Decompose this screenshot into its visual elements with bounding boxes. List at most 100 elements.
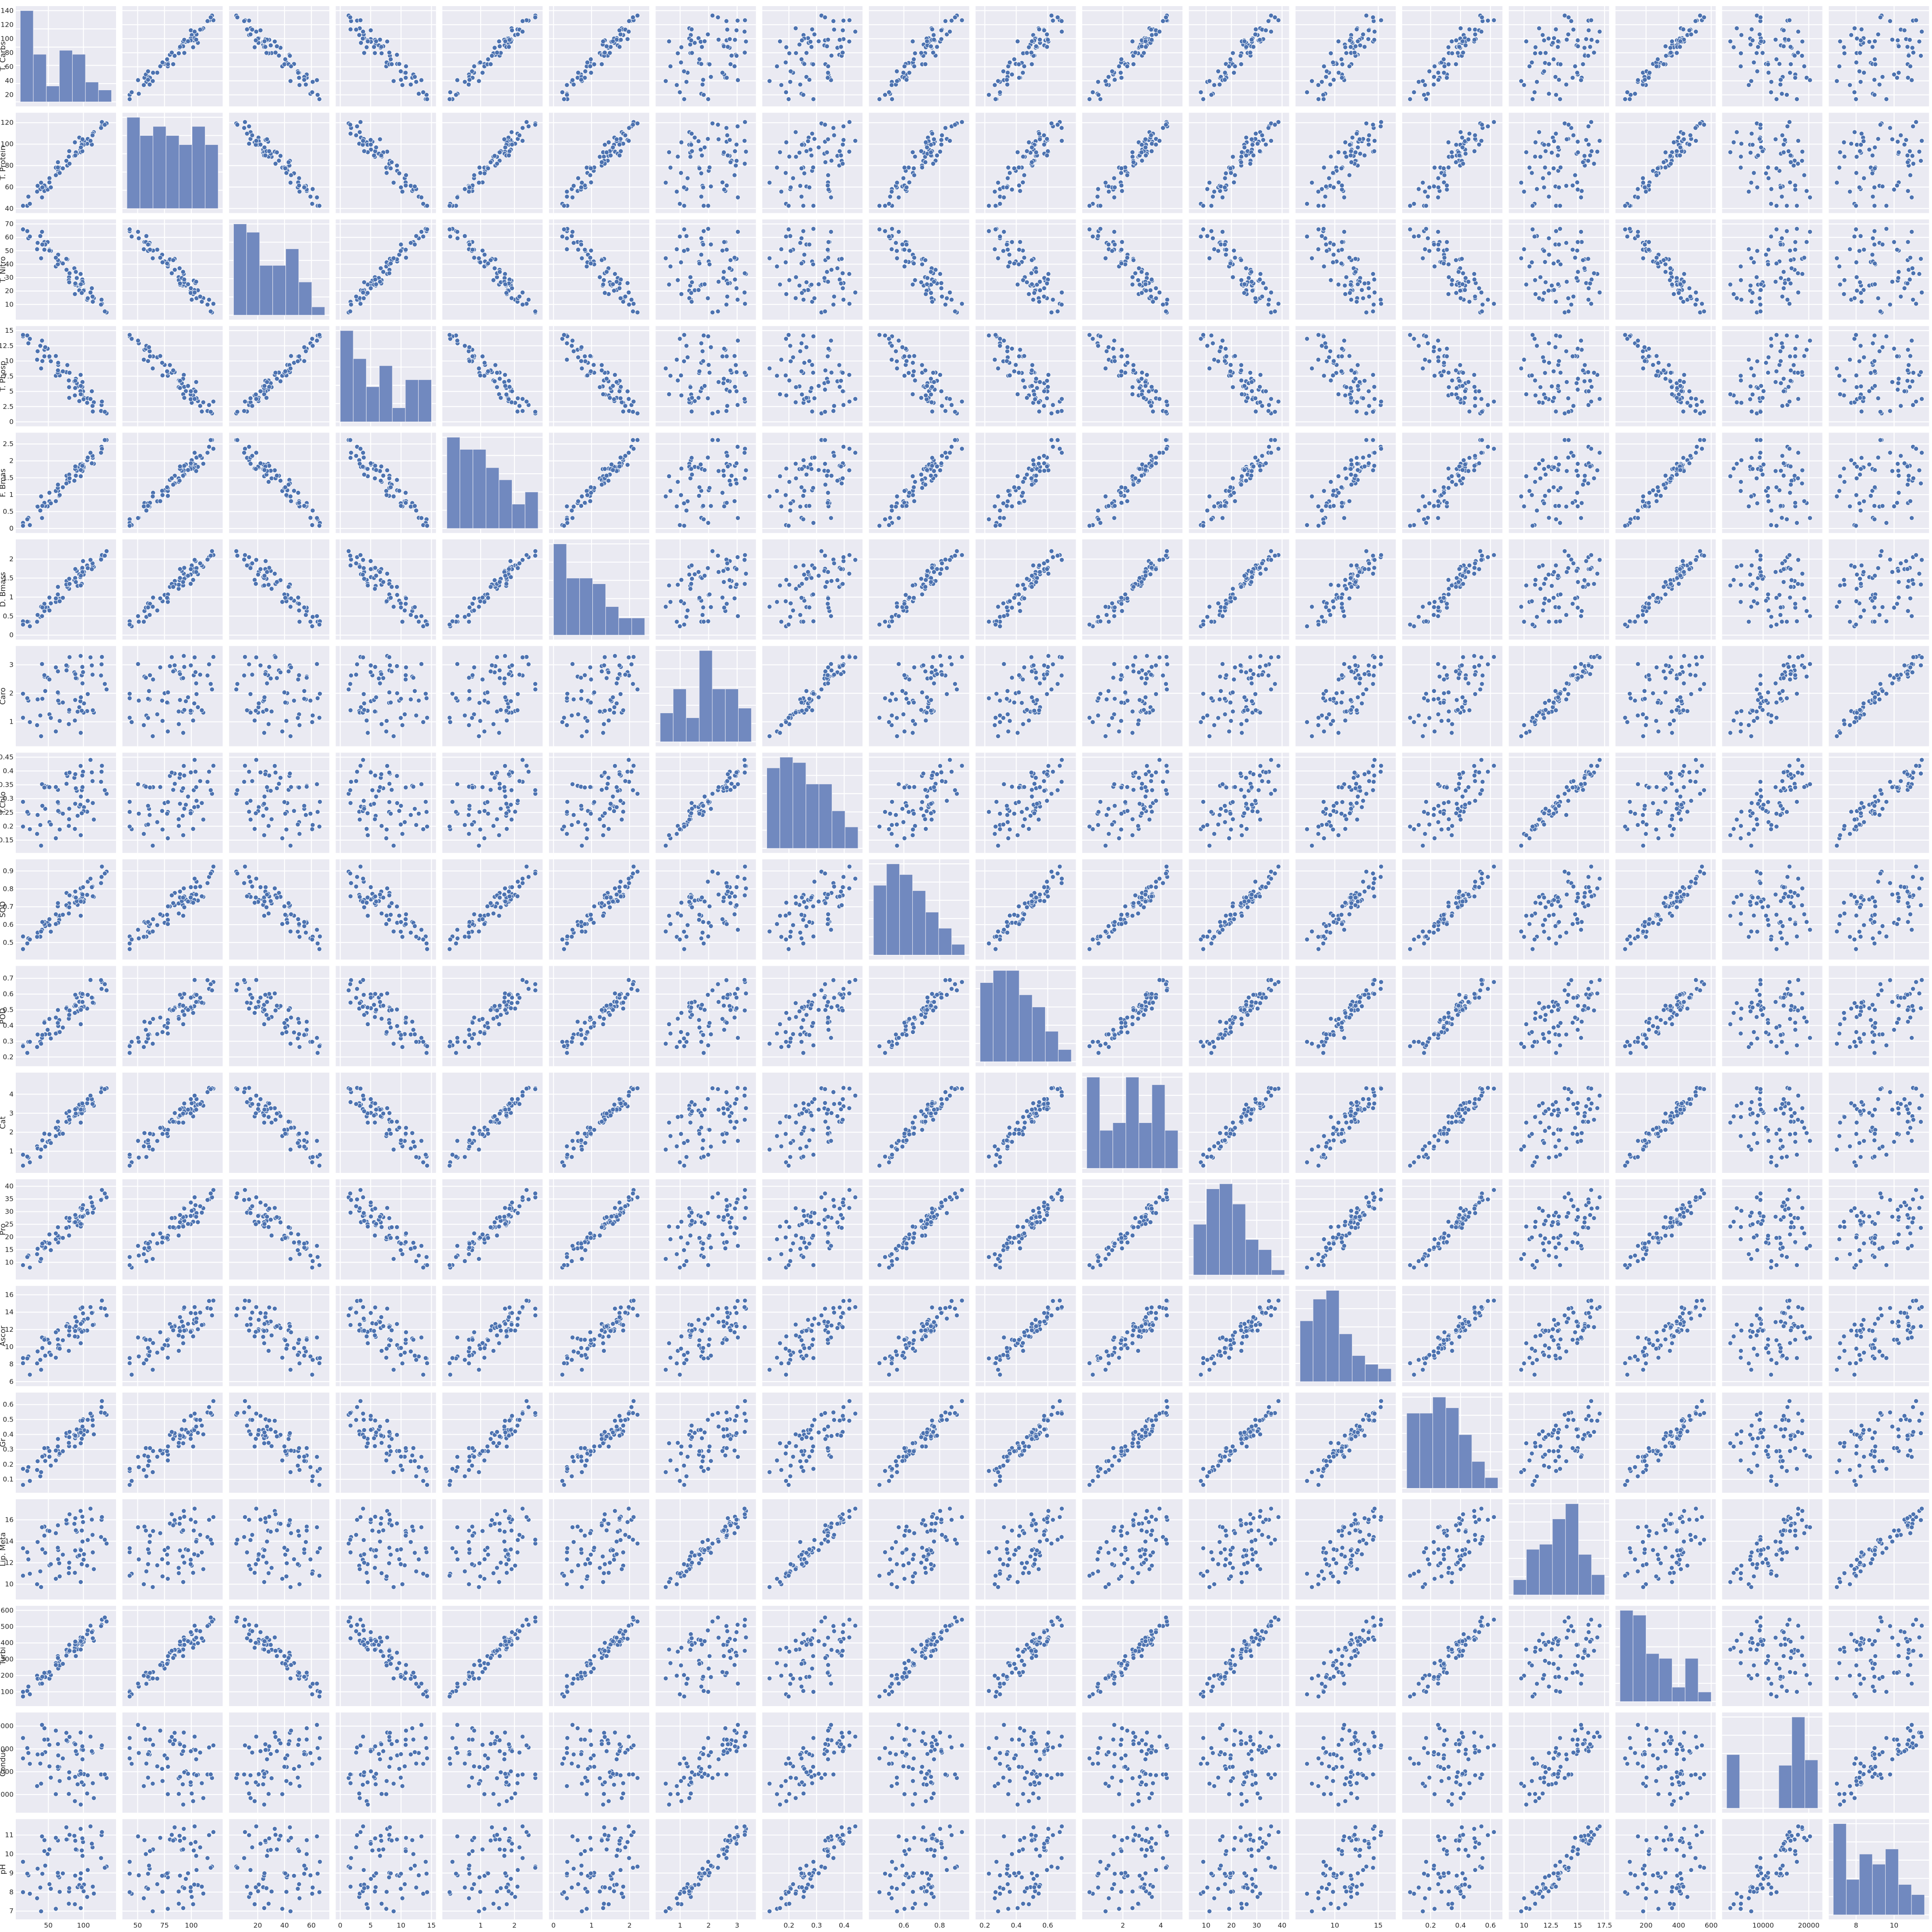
scatter-point: [362, 51, 366, 55]
scatter-point: [912, 255, 916, 260]
scatter-point: [1859, 299, 1864, 304]
scatter-point: [626, 290, 631, 295]
scatter-point: [1764, 253, 1768, 257]
scatter-point: [1795, 97, 1799, 101]
scatter-point: [1342, 195, 1346, 200]
scatter-point: [939, 137, 943, 142]
scatter-point: [841, 389, 845, 393]
scatter-point: [1623, 97, 1627, 101]
scatter-point: [588, 166, 593, 170]
panel-2-3: [336, 219, 436, 320]
scatter-point: [268, 43, 273, 47]
scatter-point: [1051, 403, 1055, 407]
scatter-point: [1421, 79, 1425, 83]
histogram-bar: [127, 117, 140, 208]
scatter-point: [676, 278, 680, 282]
scatter-point: [816, 39, 821, 43]
scatter-point: [960, 120, 964, 124]
scatter-point: [160, 373, 165, 377]
scatter-point: [709, 345, 713, 349]
scatter-point: [137, 91, 141, 96]
scatter-point: [579, 77, 583, 82]
scatter-point: [732, 173, 737, 177]
scatter-point: [562, 97, 566, 101]
histogram-bar: [419, 380, 432, 422]
scatter-point: [1059, 290, 1064, 295]
scatter-point: [384, 171, 389, 175]
scatter-point: [1793, 187, 1798, 192]
histogram-bar: [340, 331, 353, 422]
scatter-point: [1858, 149, 1862, 153]
scatter-point: [998, 337, 1002, 341]
panel-3-14: [1509, 326, 1609, 426]
scatter-point: [1242, 39, 1246, 43]
scatter-point: [493, 266, 497, 271]
scatter-point: [1570, 183, 1575, 187]
scatter-point: [1049, 310, 1054, 314]
scatter-point: [1543, 149, 1548, 153]
scatter-point: [735, 229, 740, 234]
scatter-point: [678, 234, 682, 239]
scatter-point: [1149, 38, 1154, 42]
scatter-point: [158, 354, 162, 358]
scatter-point: [1700, 302, 1704, 306]
scatter-point: [127, 227, 132, 232]
scatter-point: [1871, 194, 1875, 199]
scatter-point: [1456, 396, 1460, 400]
scatter-point: [960, 18, 964, 22]
scatter-point: [725, 354, 729, 359]
scatter-point: [455, 195, 459, 200]
scatter-point: [399, 77, 403, 82]
scatter-point: [775, 165, 779, 170]
scatter-point: [521, 303, 525, 307]
scatter-point: [1702, 123, 1706, 127]
scatter-point: [788, 185, 793, 190]
scatter-point: [1878, 309, 1883, 313]
scatter-point: [1872, 185, 1876, 190]
panel-3-1: [123, 326, 223, 426]
scatter-point: [408, 82, 413, 87]
scatter-point: [679, 292, 683, 296]
scatter-point: [1728, 39, 1732, 43]
scatter-point: [1838, 39, 1842, 43]
scatter-point: [1467, 299, 1471, 304]
scatter-point: [1573, 64, 1577, 68]
scatter-point: [1249, 37, 1254, 42]
scatter-point: [570, 338, 574, 343]
scatter-point: [1030, 282, 1034, 286]
scatter-point: [419, 229, 423, 234]
scatter-point: [1655, 166, 1660, 170]
scatter-point: [938, 272, 942, 276]
scatter-point: [250, 404, 254, 408]
scatter-point: [1837, 64, 1841, 68]
scatter-point: [1884, 97, 1889, 101]
scatter-point: [1756, 153, 1760, 158]
scatter-point: [1263, 142, 1268, 147]
scatter-point: [911, 57, 916, 61]
scatter-point: [682, 359, 686, 363]
scatter-point: [923, 62, 927, 66]
scatter-point: [60, 369, 65, 373]
scatter-point: [631, 123, 635, 127]
scatter-point: [141, 83, 146, 87]
panel-2-15: [1615, 219, 1716, 320]
scatter-point: [588, 369, 593, 373]
scatter-point: [182, 396, 187, 400]
y-tick-label: 15: [5, 327, 14, 334]
scatter-point: [1045, 384, 1050, 389]
scatter-point: [631, 302, 636, 306]
scatter-point: [1675, 51, 1679, 55]
scatter-point: [1096, 344, 1100, 348]
scatter-point: [1808, 195, 1812, 200]
scatter-point: [1467, 131, 1471, 136]
scatter-point: [1899, 133, 1903, 137]
scatter-point: [47, 354, 52, 359]
scatter-point: [1871, 236, 1875, 240]
scatter-point: [1329, 51, 1333, 56]
scatter-point: [250, 133, 254, 137]
scatter-point: [1575, 180, 1579, 184]
scatter-point: [1439, 373, 1443, 377]
scatter-point: [1655, 261, 1660, 266]
scatter-point: [602, 278, 606, 282]
scatter-point: [1485, 297, 1490, 302]
